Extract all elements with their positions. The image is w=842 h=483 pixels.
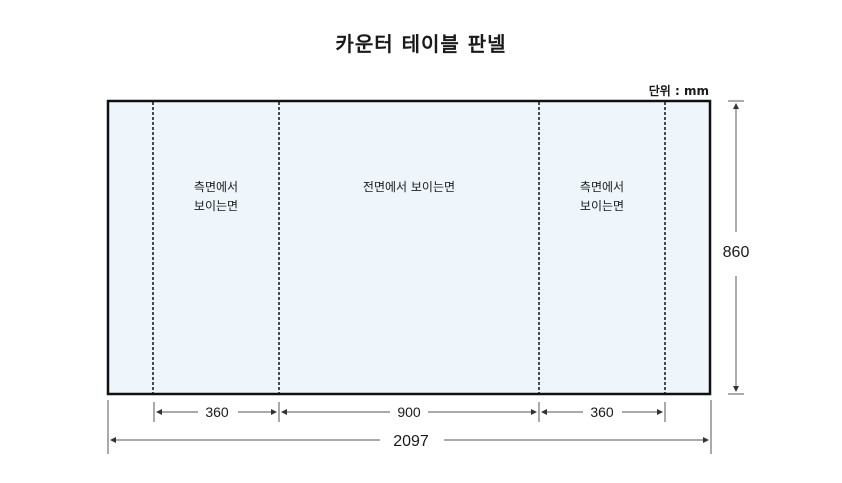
section-label-left: 측면에서 [194,180,238,194]
segment-dimension: 360 [590,404,614,420]
section-label-left: 보이는면 [194,199,238,213]
height-dimension: 860 [723,244,750,261]
section-label-right: 측면에서 [580,180,624,194]
unit-label: 단위 : mm [648,84,709,98]
section-label-front: 전면에서 보이는면 [363,180,455,194]
total-width-dimension: 2097 [393,433,429,450]
segment-dimension: 900 [397,404,421,420]
diagram-title: 카운터 테이블 판넬 [335,32,507,56]
section-label-right: 보이는면 [580,199,624,213]
segment-dimension: 360 [205,404,229,420]
panel-outline [106,99,712,396]
